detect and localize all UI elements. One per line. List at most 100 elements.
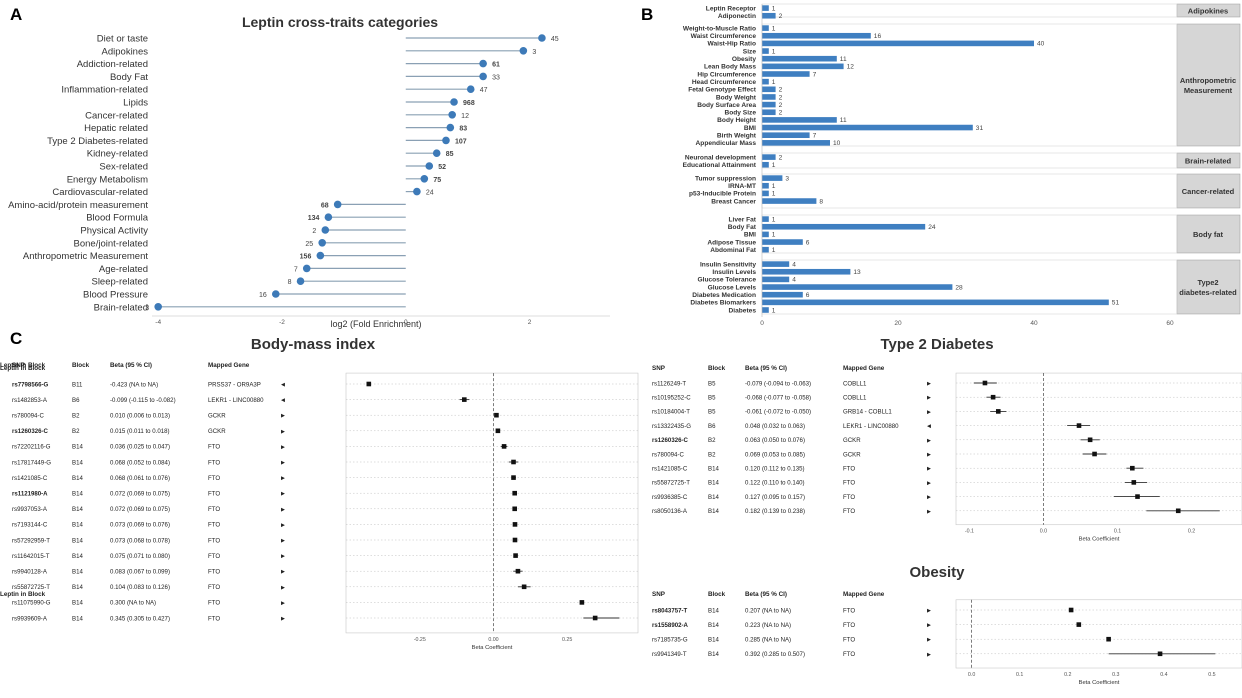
group-frame <box>761 3 1178 18</box>
x-tick-label: 0.3 <box>1112 672 1119 678</box>
leptin-direction-cell: ► <box>280 553 286 560</box>
leptin-direction-cell: ► <box>280 538 286 545</box>
beta-ci-cell: 0.207 (NA to NA) <box>745 607 791 614</box>
gene-cell: FTO <box>208 553 220 560</box>
beta-ci-cell: 0.300 (NA to NA) <box>110 600 156 607</box>
effect-marker <box>501 444 507 449</box>
bar <box>762 71 810 77</box>
bar-label: Size <box>743 48 757 55</box>
bar <box>762 268 851 275</box>
beta-ci-cell: 0.120 (0.112 to 0.135) <box>745 466 805 473</box>
gene-cell: FTO <box>208 537 220 544</box>
effect-marker <box>1076 423 1082 428</box>
bar-value: 40 <box>1037 41 1045 48</box>
leptin-direction-cell: ► <box>926 409 932 416</box>
leptin-direction-cell: ► <box>280 475 286 482</box>
block-cell: B14 <box>72 584 83 591</box>
block-cell: B14 <box>72 475 83 482</box>
bar-value: 11 <box>840 117 847 124</box>
count-label: 3 <box>145 305 149 312</box>
bar <box>762 223 926 230</box>
category-label: Adipokines <box>102 46 149 57</box>
effect-marker <box>1130 465 1135 471</box>
effect-marker <box>1131 480 1137 485</box>
bar-value: 1 <box>772 191 776 198</box>
column-header: SNP <box>652 365 665 372</box>
bar-value: 2 <box>779 94 783 101</box>
column-header: Leptin in Block <box>0 365 46 372</box>
bar-value: 4 <box>792 261 796 268</box>
category-label: Inflammation-related <box>61 85 148 96</box>
lollipop-dot <box>154 303 162 311</box>
block-cell: B14 <box>72 444 83 451</box>
gene-cell: GCKR <box>208 428 226 435</box>
block-cell: B2 <box>72 428 80 435</box>
bar <box>762 78 769 85</box>
x-tick-label: 0.25 <box>562 637 572 643</box>
block-cell: B2 <box>708 451 716 458</box>
bar <box>762 190 769 197</box>
forest-title: Type 2 Diabetes <box>880 336 993 353</box>
bar-label: Birth Weight <box>717 133 757 140</box>
count-label: 83 <box>459 126 467 133</box>
gene-cell: FTO <box>208 522 220 529</box>
beta-ci-cell: 0.068 (0.061 to 0.076) <box>110 475 170 482</box>
bar-value: 1 <box>772 25 776 32</box>
group-strip <box>1176 173 1241 209</box>
block-cell: B14 <box>708 637 719 644</box>
gene-cell: FTO <box>208 584 220 591</box>
snp-cell: rs1558902-A <box>652 622 689 629</box>
beta-ci-cell: 0.073 (0.069 to 0.076) <box>110 522 170 529</box>
bar <box>762 32 871 39</box>
block-cell: B14 <box>708 466 719 473</box>
block-cell: B5 <box>708 395 716 402</box>
bar-value: 1 <box>772 183 776 190</box>
gene-cell: FTO <box>843 622 855 629</box>
bar-value: 1 <box>772 216 776 223</box>
snp-cell: rs8050136-A <box>652 508 688 515</box>
leptin-direction-cell: ► <box>926 508 932 515</box>
bar <box>762 101 776 108</box>
effect-marker <box>1106 636 1111 642</box>
snp-cell: rs55872725-T <box>652 480 690 487</box>
column-header: SNP <box>12 362 25 369</box>
leptin-direction-cell: ► <box>280 460 286 467</box>
leptin-direction-cell: ◄ <box>926 423 932 430</box>
gene-cell: FTO <box>208 600 220 607</box>
forest-title: Obesity <box>909 564 965 581</box>
bar <box>762 124 973 131</box>
bar-label: BMI <box>744 232 756 239</box>
effect-marker <box>495 428 501 434</box>
category-label: Cardiovascular-related <box>52 187 148 198</box>
snp-cell: rs8043757-T <box>652 607 688 614</box>
bar-label: Insulin Sensitivity <box>700 261 756 268</box>
leptin-direction-cell: ► <box>926 608 932 615</box>
effect-marker <box>513 553 518 558</box>
block-cell: B2 <box>708 437 716 444</box>
category-label: Cancer-related <box>85 110 148 121</box>
snp-cell: rs1121980-A <box>12 491 48 498</box>
block-cell: B14 <box>72 522 83 529</box>
snp-cell: rs9941349-T <box>652 651 687 658</box>
panel-label-a: A <box>10 5 22 24</box>
leptin-direction-cell: ► <box>280 569 286 576</box>
gene-cell: LEKR1 - LINC00880 <box>843 423 899 430</box>
count-label: 968 <box>463 100 475 107</box>
lollipop-dot <box>466 85 475 93</box>
category-label: Blood Formula <box>86 213 148 224</box>
beta-ci-cell: 0.223 (NA to NA) <box>745 622 791 629</box>
bar-label: Hip Circumference <box>697 71 756 78</box>
leptin-direction-cell: ► <box>280 522 286 529</box>
bar-label: p53-Inducible Protein <box>689 191 756 198</box>
bar <box>762 182 769 189</box>
effect-marker <box>515 568 521 574</box>
bar-value: 13 <box>853 269 861 276</box>
gene-cell: FTO <box>208 475 220 482</box>
block-cell: B14 <box>72 459 83 466</box>
bar-label: Tumor suppression <box>695 175 756 182</box>
lollipop-dot <box>446 123 455 132</box>
snp-cell: rs1260326-C <box>12 428 49 435</box>
snp-cell: rs1421085-C <box>652 466 688 473</box>
bar-label: lRNA-MT <box>728 183 756 190</box>
bar-label: Body Size <box>724 110 756 117</box>
